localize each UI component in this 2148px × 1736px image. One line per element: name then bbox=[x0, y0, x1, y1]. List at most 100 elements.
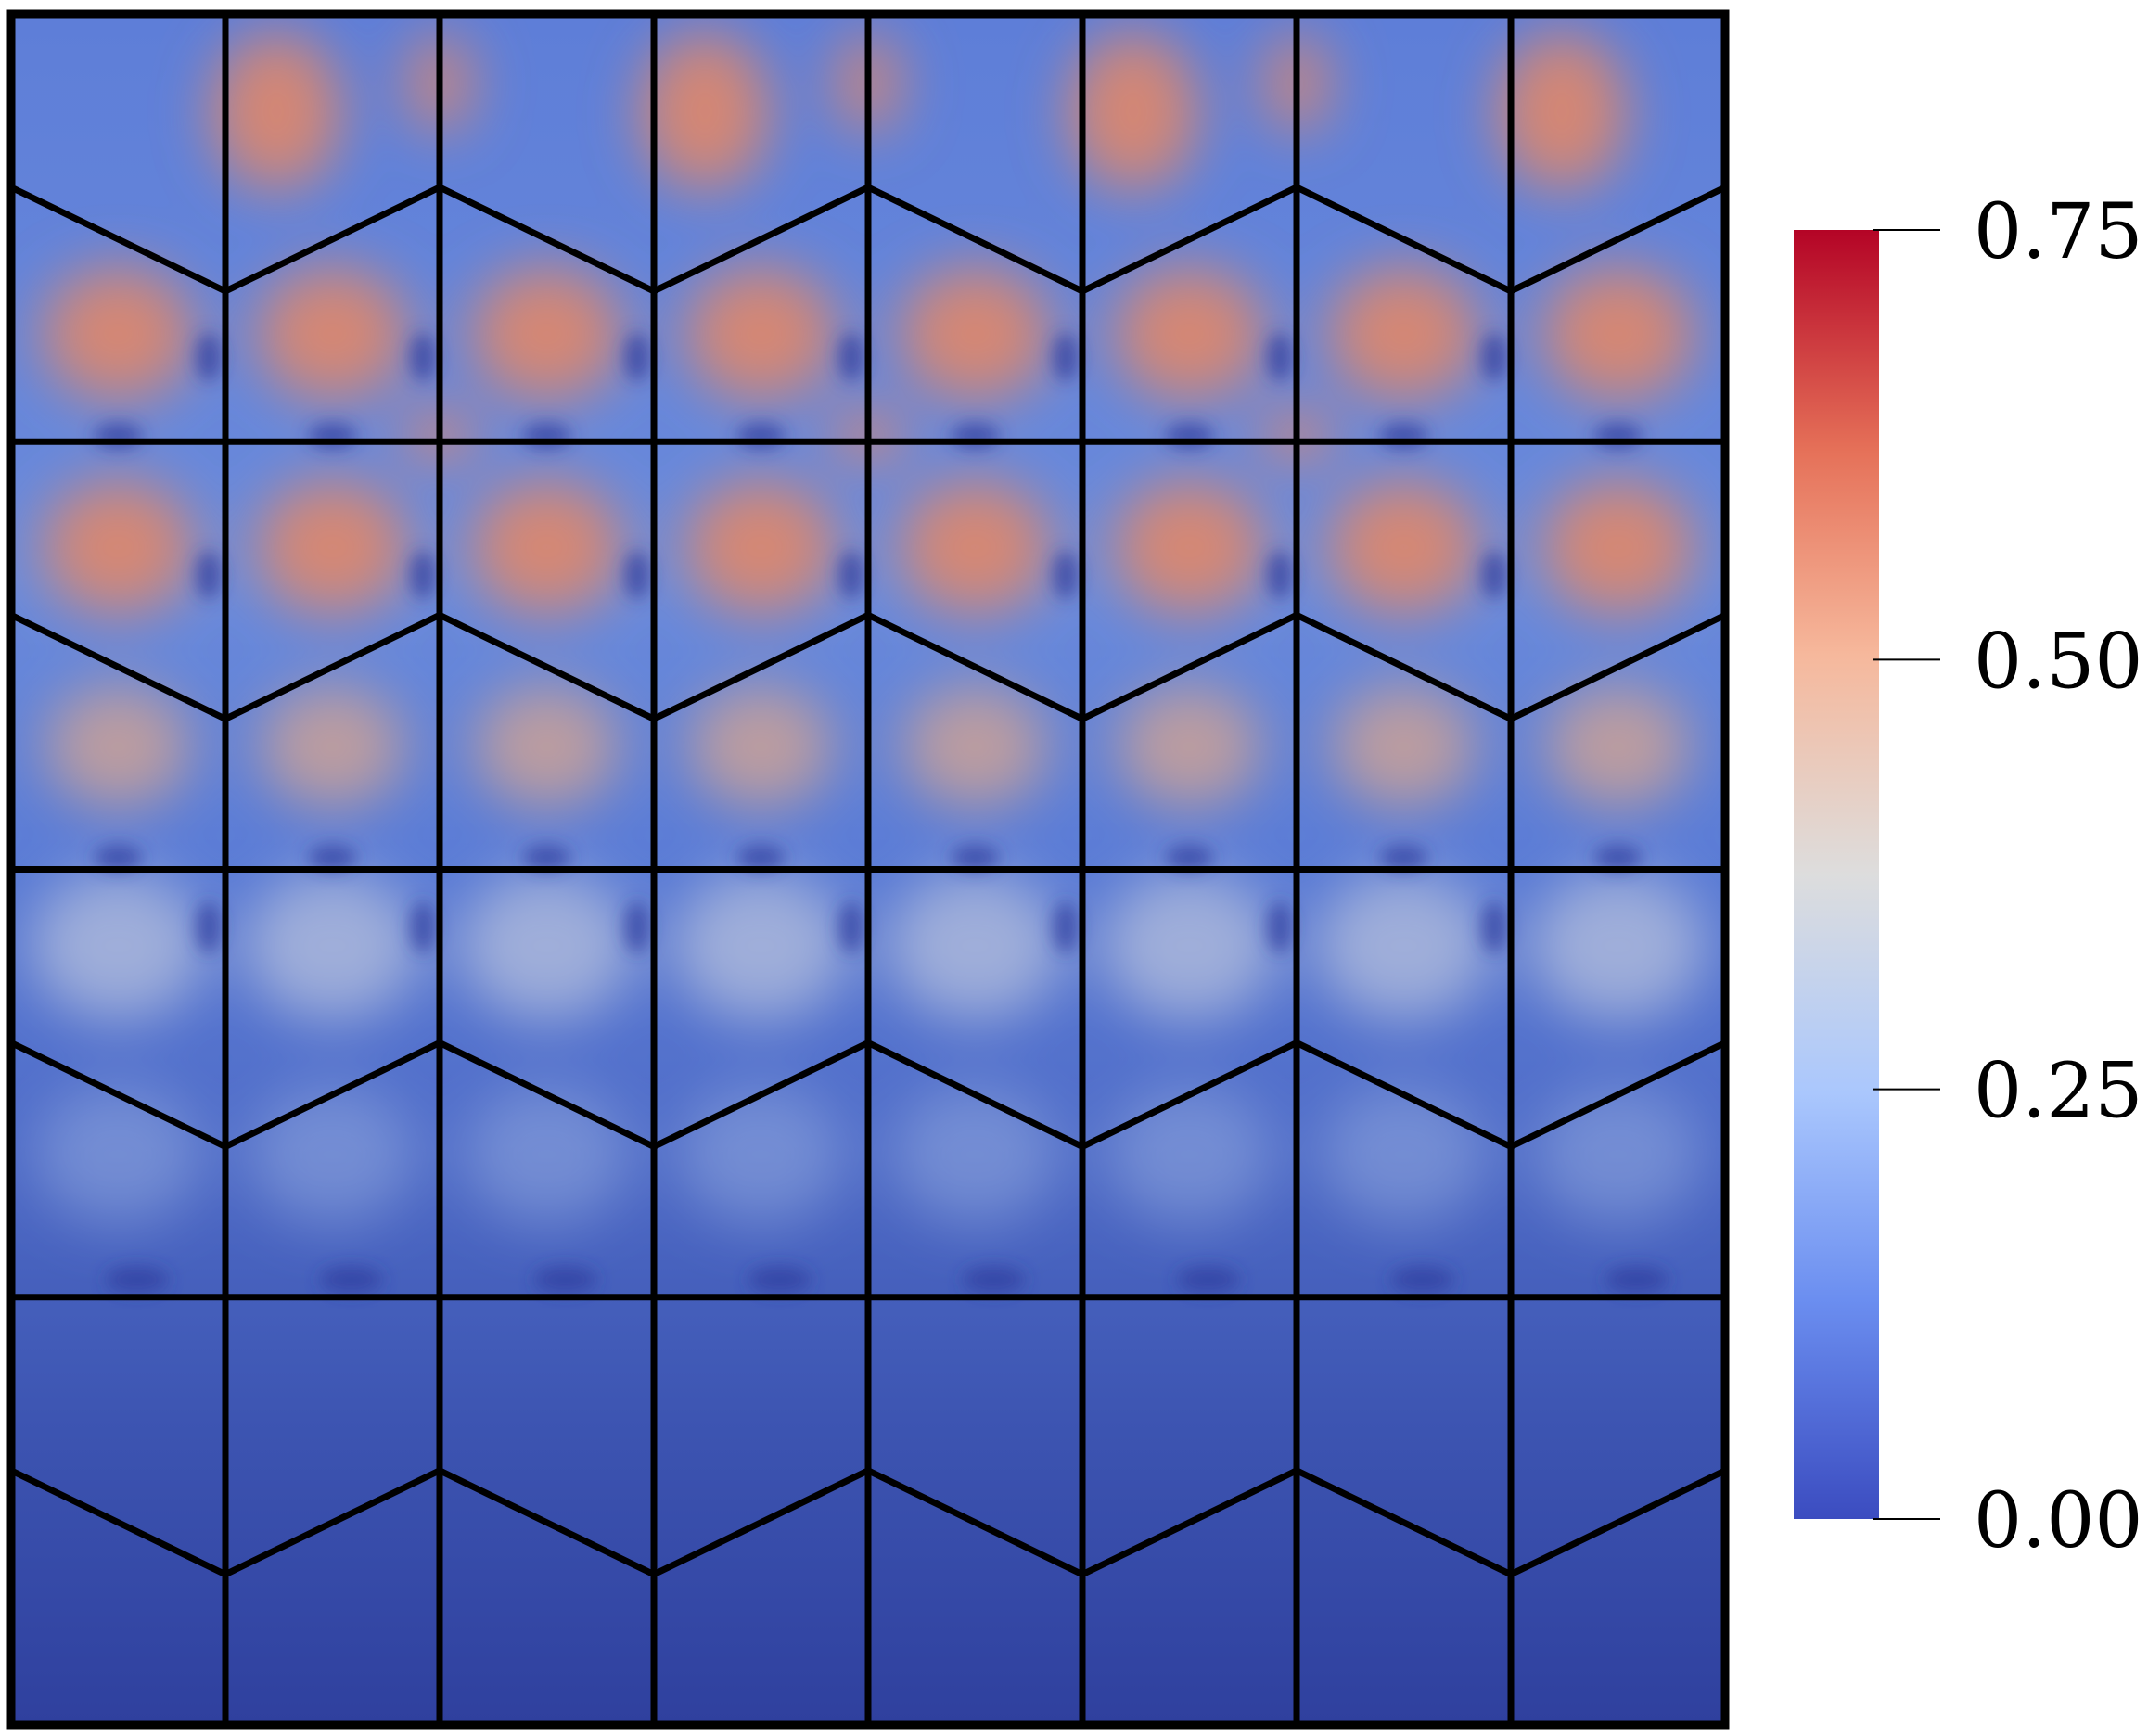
low-spot bbox=[1481, 551, 1507, 599]
low-spot bbox=[624, 333, 650, 381]
hotspot bbox=[474, 685, 620, 808]
low-spot bbox=[962, 1267, 1026, 1293]
colorbar-tick-label: 0.00 bbox=[1974, 1477, 2143, 1565]
low-spot bbox=[1267, 333, 1293, 381]
hotspot bbox=[672, 872, 850, 1020]
low-spot bbox=[94, 423, 143, 449]
low-spot bbox=[838, 551, 864, 599]
low-spot bbox=[410, 551, 436, 599]
low-spot bbox=[1165, 845, 1214, 871]
low-spot bbox=[522, 423, 571, 449]
hotspot bbox=[899, 480, 1052, 614]
low-spot bbox=[196, 551, 222, 599]
low-spot bbox=[1176, 1267, 1240, 1293]
hotspot bbox=[1541, 267, 1694, 401]
hotspot bbox=[1327, 480, 1480, 614]
hotspot bbox=[260, 685, 405, 808]
colorbar: 0.75 0.50 0.25 0.00 bbox=[1794, 188, 2143, 1565]
hotspot bbox=[887, 872, 1064, 1020]
hotspot bbox=[677, 1085, 845, 1224]
low-spot bbox=[196, 901, 222, 953]
hotspot bbox=[891, 1085, 1059, 1224]
hotspot bbox=[684, 267, 837, 401]
low-spot bbox=[1379, 423, 1428, 449]
element-mesh bbox=[6, 9, 1730, 1730]
low-spot bbox=[196, 333, 222, 381]
hotspot bbox=[684, 480, 837, 614]
low-spot bbox=[748, 1267, 812, 1293]
hotspot bbox=[1101, 872, 1278, 1020]
low-spot bbox=[951, 845, 1000, 871]
low-spot bbox=[1053, 551, 1079, 599]
hotspot bbox=[211, 32, 341, 190]
low-spot bbox=[1267, 901, 1293, 953]
hotspot bbox=[1113, 480, 1266, 614]
hotspot bbox=[1068, 32, 1198, 190]
hotspot bbox=[42, 480, 195, 614]
low-spot bbox=[410, 901, 436, 953]
hotspot bbox=[1113, 267, 1266, 401]
hotspot bbox=[1541, 480, 1694, 614]
hotspot bbox=[640, 32, 770, 190]
hotspot bbox=[902, 685, 1048, 808]
colorbar-tick-label: 0.25 bbox=[1974, 1048, 2143, 1136]
hotspot bbox=[45, 685, 191, 808]
low-spot bbox=[951, 423, 1000, 449]
low-spot bbox=[1605, 1267, 1669, 1293]
low-intensity-spots bbox=[94, 333, 1669, 1293]
low-spot bbox=[1593, 423, 1643, 449]
colorbar-ticks: 0.75 0.50 0.25 0.00 bbox=[1873, 188, 2143, 1565]
hotspot bbox=[1529, 872, 1707, 1020]
low-spot bbox=[736, 845, 786, 871]
hotspot bbox=[42, 267, 195, 401]
hotspot bbox=[34, 1085, 202, 1224]
intensity-hotspots bbox=[30, 32, 1707, 1224]
hotspot bbox=[899, 267, 1052, 401]
low-spot bbox=[1053, 333, 1079, 381]
low-spot bbox=[1481, 901, 1507, 953]
hotspot bbox=[256, 267, 409, 401]
hotspot bbox=[30, 872, 207, 1020]
hotspot bbox=[256, 480, 409, 614]
low-spot bbox=[522, 845, 571, 871]
low-spot bbox=[1165, 423, 1214, 449]
low-spot bbox=[1481, 333, 1507, 381]
hotspot bbox=[1545, 685, 1691, 808]
low-spot bbox=[410, 333, 436, 381]
hotspot bbox=[1327, 267, 1480, 401]
low-spot bbox=[1267, 551, 1293, 599]
hotspot bbox=[1106, 1085, 1273, 1224]
colorbar-tick-label: 0.75 bbox=[1974, 188, 2143, 276]
low-spot bbox=[105, 1267, 169, 1293]
low-spot bbox=[1390, 1267, 1454, 1293]
hotspot bbox=[1331, 685, 1477, 808]
hotspot bbox=[244, 872, 421, 1020]
hotspot bbox=[1315, 872, 1492, 1020]
hotspot bbox=[1320, 1085, 1488, 1224]
low-spot bbox=[624, 901, 650, 953]
low-spot bbox=[308, 845, 357, 871]
low-spot bbox=[1379, 845, 1428, 871]
colorbar-tick-label: 0.50 bbox=[1974, 618, 2143, 706]
low-spot bbox=[736, 423, 786, 449]
low-spot bbox=[319, 1267, 383, 1293]
hotspot bbox=[470, 480, 623, 614]
hotspot bbox=[1534, 1085, 1702, 1224]
low-spot bbox=[308, 423, 357, 449]
colorbar-gradient bbox=[1794, 230, 1879, 1519]
low-spot bbox=[94, 845, 143, 871]
hotspot bbox=[470, 267, 623, 401]
hotspot bbox=[1497, 32, 1627, 190]
low-spot bbox=[533, 1267, 597, 1293]
hotspot bbox=[688, 685, 834, 808]
hotspot bbox=[1117, 685, 1262, 808]
hotspot bbox=[249, 1085, 416, 1224]
low-spot bbox=[838, 333, 864, 381]
low-spot bbox=[1593, 845, 1643, 871]
low-spot bbox=[624, 551, 650, 599]
hotspot bbox=[458, 872, 635, 1020]
hotspot bbox=[463, 1085, 631, 1224]
low-spot bbox=[838, 901, 864, 953]
low-spot bbox=[1053, 901, 1079, 953]
